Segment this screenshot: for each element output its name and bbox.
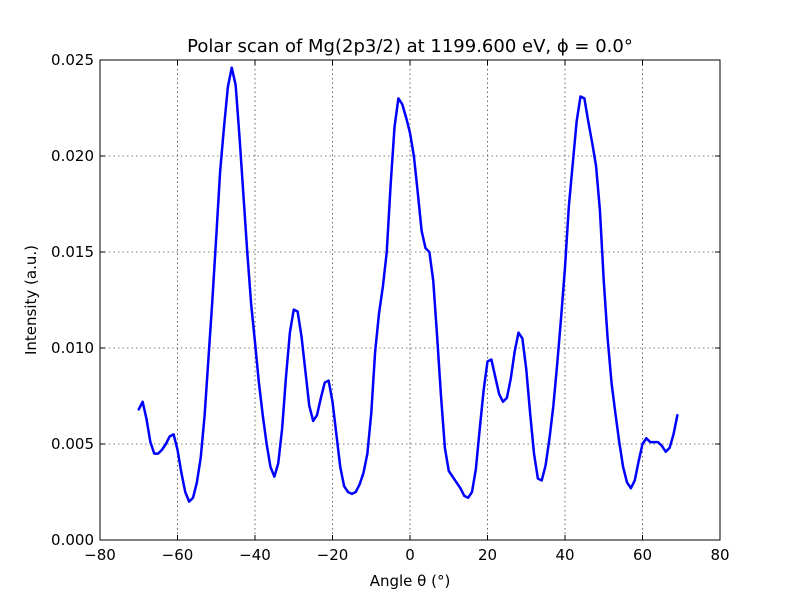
y-tick-label: 0.005: [51, 435, 94, 453]
grid-lines: [100, 60, 720, 540]
y-tick-label: 0.010: [51, 339, 94, 357]
x-tick-label: −20: [317, 546, 349, 564]
y-axis-label: Intensity (a.u.): [22, 245, 40, 355]
x-tick-label: 80: [710, 546, 729, 564]
chart-title: Polar scan of Mg(2p3/2) at 1199.600 eV, …: [187, 36, 633, 57]
y-tick-label: 0.025: [51, 51, 94, 69]
x-tick-label: 40: [555, 546, 574, 564]
series-layer: [137, 66, 679, 503]
axis-ticks: −80 −60 −40 −20 0 20 40 60 80 0.000 0.005 0.010 0.01…: [51, 51, 730, 564]
x-tick-label: 20: [478, 546, 497, 564]
x-tick-label: −80: [84, 546, 116, 564]
x-axis-label: Angle θ (°): [370, 572, 451, 590]
y-tick-label: 0.015: [51, 243, 94, 261]
y-tick-label: 0.000: [51, 531, 94, 549]
x-tick-label: −60: [162, 546, 194, 564]
x-tick-label: 0: [405, 546, 415, 564]
x-tick-label: −40: [239, 546, 271, 564]
x-tick-label: 60: [633, 546, 652, 564]
y-tick-label: 0.020: [51, 147, 94, 165]
intensity-series-line: [137, 66, 679, 503]
